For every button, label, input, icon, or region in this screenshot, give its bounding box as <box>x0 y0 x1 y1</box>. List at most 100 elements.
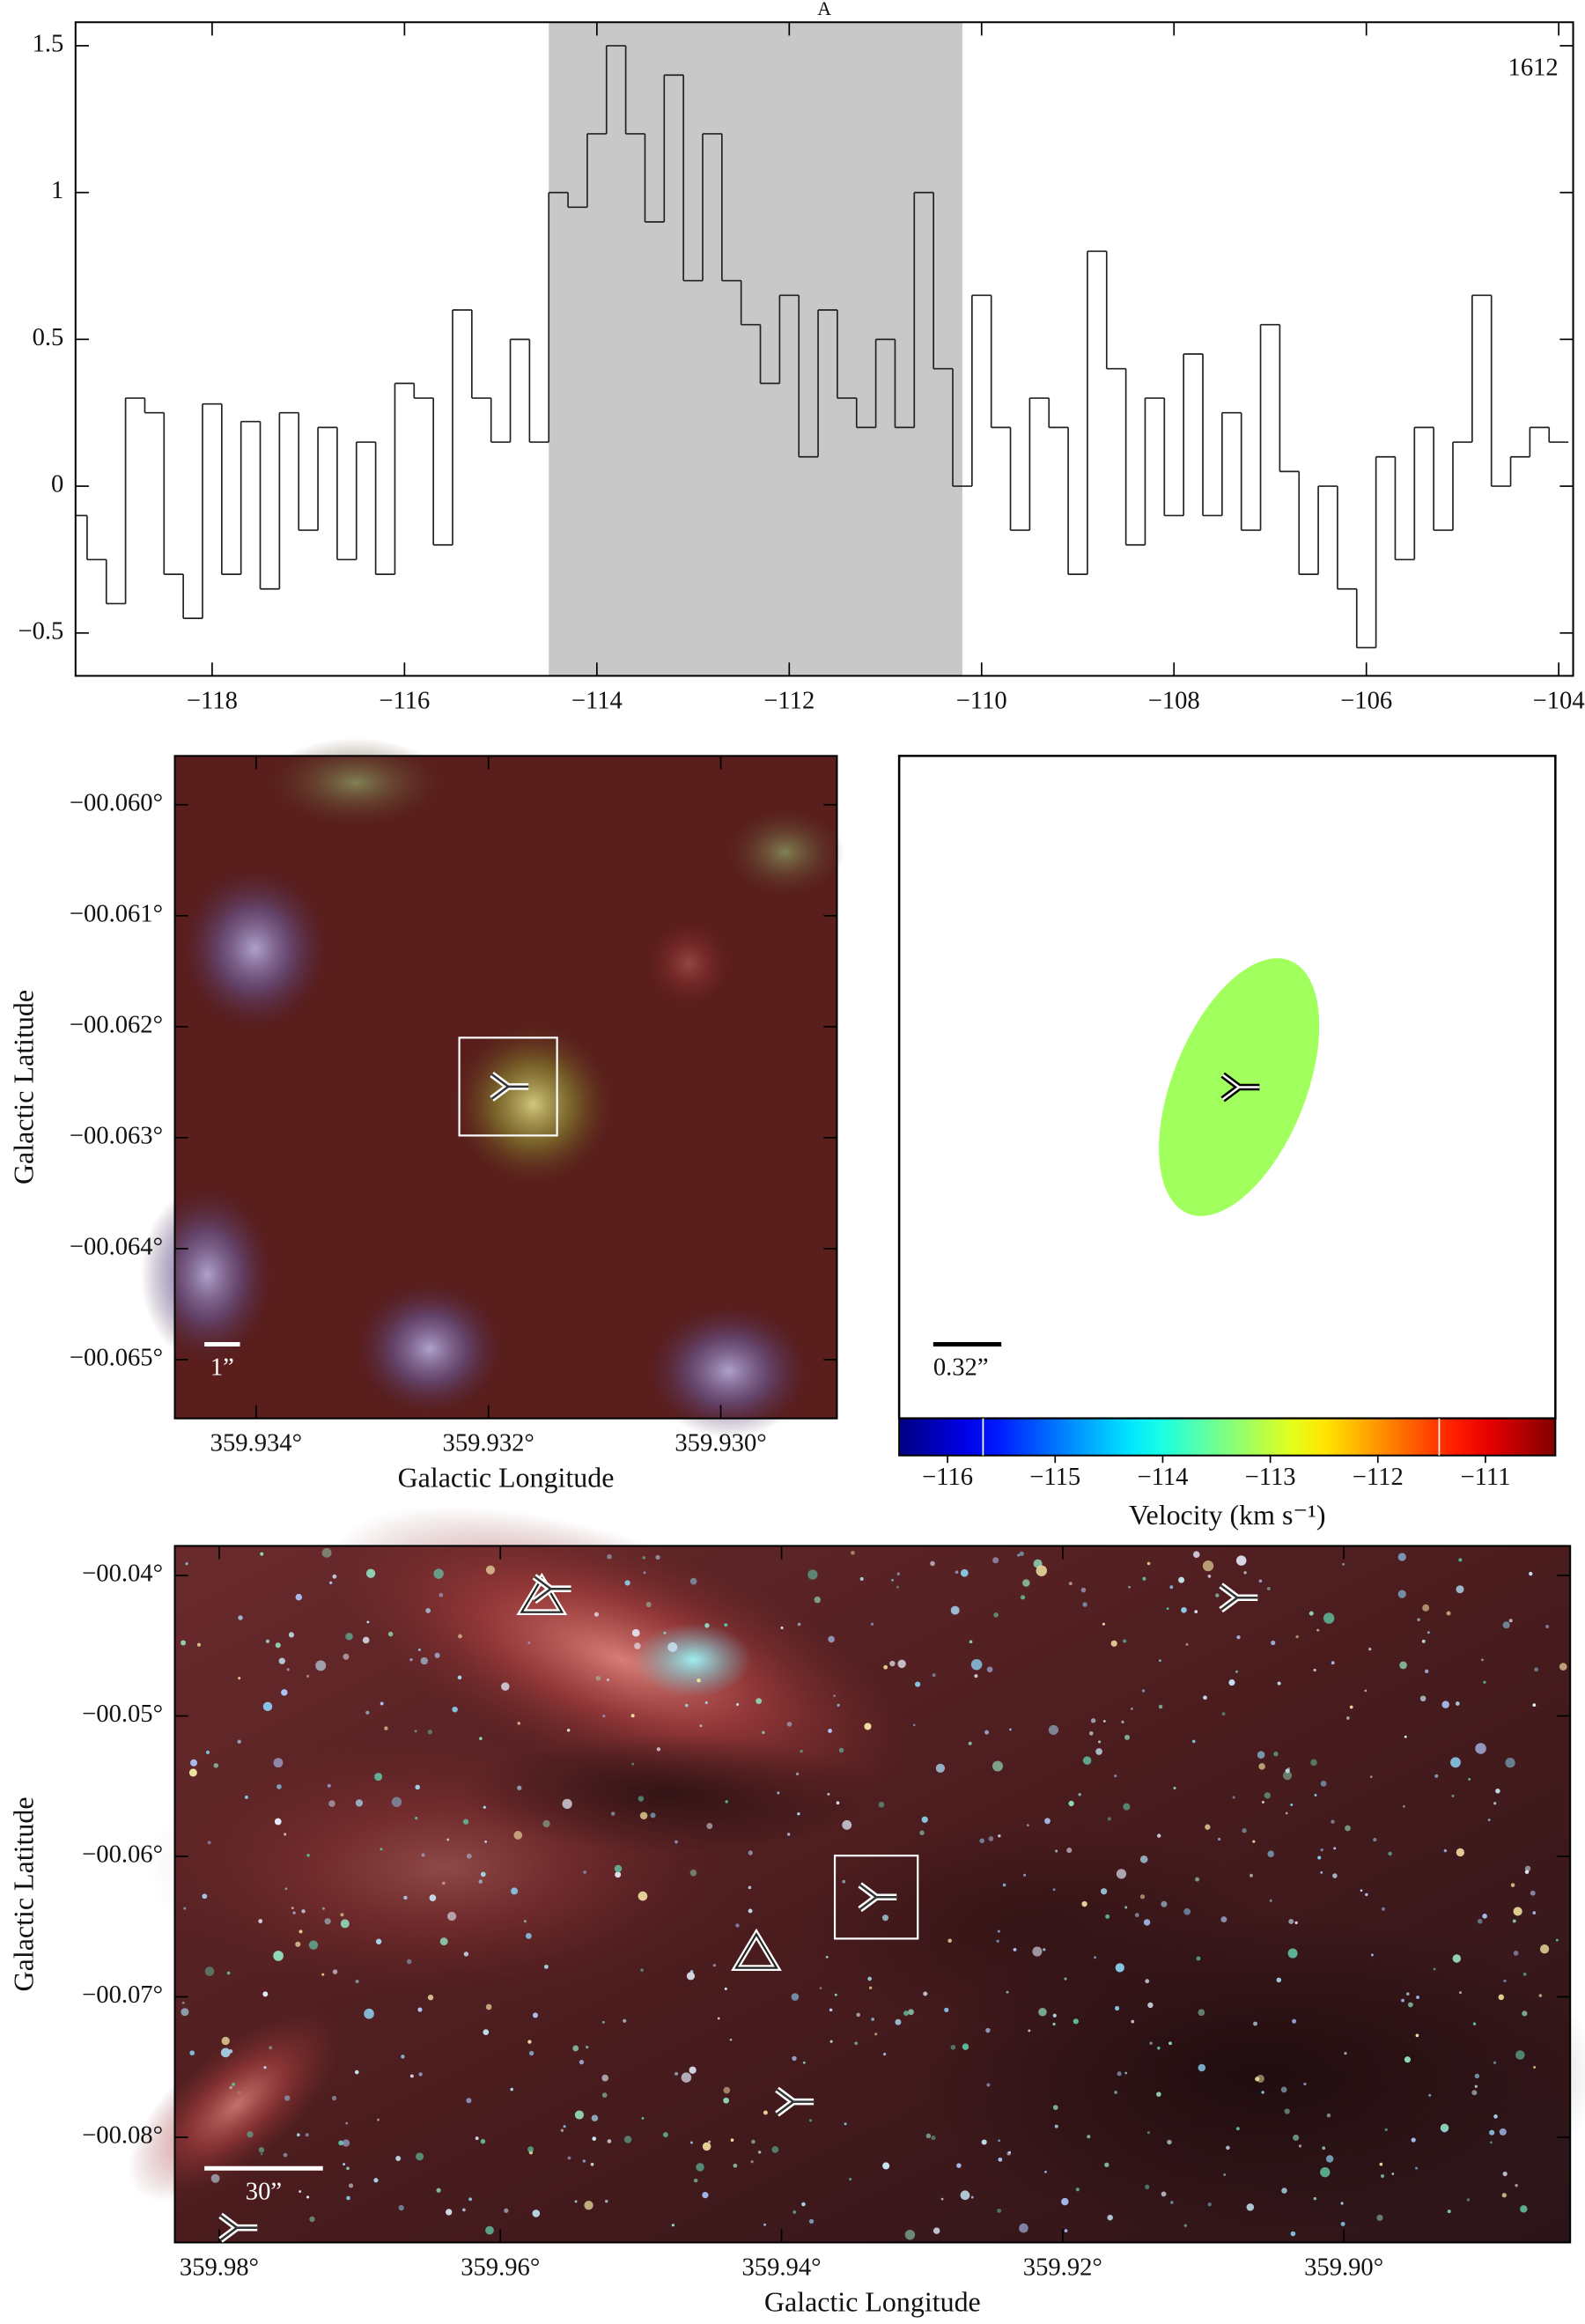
star <box>992 1557 999 1564</box>
star <box>299 2190 302 2194</box>
star <box>1376 2214 1383 2221</box>
x-tick-label: −112 <box>763 687 815 714</box>
star <box>288 1632 294 1638</box>
star <box>1298 2144 1302 2148</box>
star <box>504 2208 509 2213</box>
star <box>1038 2007 1047 2017</box>
triangle-marker <box>520 1576 564 1613</box>
star <box>1489 2141 1493 2144</box>
star <box>1028 2029 1031 2033</box>
star <box>828 1635 835 1643</box>
star <box>1475 1743 1486 1754</box>
star <box>1342 1562 1345 1566</box>
star <box>1207 2202 1212 2207</box>
star <box>1280 2086 1287 2093</box>
star <box>188 1768 197 1777</box>
star <box>1419 1695 1426 1702</box>
star <box>1402 1804 1405 1808</box>
star <box>283 2152 288 2158</box>
star <box>1273 1751 1279 1757</box>
star <box>340 1913 344 1917</box>
star <box>1017 1553 1021 1557</box>
star <box>1421 1639 1426 1643</box>
star <box>1417 1618 1420 1621</box>
star <box>202 1893 208 1900</box>
star <box>750 2160 754 2164</box>
star <box>354 2069 359 2075</box>
star <box>292 1911 296 1915</box>
x-tick-label: 359.932° <box>443 1430 534 1457</box>
star <box>478 1879 483 1884</box>
star <box>1411 2137 1416 2143</box>
star <box>837 1703 840 1707</box>
star <box>260 2152 263 2156</box>
star <box>1157 2047 1161 2050</box>
star <box>643 1571 646 1575</box>
star <box>808 2119 813 2122</box>
star <box>1055 1849 1058 1853</box>
star <box>969 1640 973 1644</box>
star <box>960 1568 969 1577</box>
y-tick-label: 1 <box>51 177 63 204</box>
marker-arm <box>1221 1073 1240 1088</box>
star <box>462 1819 469 1825</box>
star <box>871 2018 875 2021</box>
star <box>702 2191 709 2199</box>
star <box>1441 1701 1449 1708</box>
star <box>867 1976 872 1981</box>
star <box>409 2074 414 2078</box>
star <box>883 1664 888 1670</box>
star <box>777 1791 780 1795</box>
star <box>1117 2071 1122 2077</box>
star <box>1121 1720 1124 1723</box>
star <box>1277 1681 1281 1686</box>
star <box>1545 1624 1550 1628</box>
star <box>634 1642 641 1649</box>
star <box>226 1971 231 1975</box>
star <box>702 2142 711 2151</box>
star <box>1064 2229 1068 2233</box>
star <box>1134 1913 1139 1918</box>
star <box>986 2083 991 2087</box>
star <box>458 1634 462 1639</box>
star <box>1276 1977 1282 1983</box>
star <box>1218 1837 1221 1841</box>
star <box>724 1987 727 1990</box>
star <box>1391 2173 1395 2175</box>
star <box>1326 2113 1331 2118</box>
star <box>864 1723 872 1730</box>
marker-arm <box>1220 1597 1238 1612</box>
star <box>1440 2123 1449 2133</box>
star <box>883 2052 887 2056</box>
star <box>380 1848 383 1851</box>
star <box>1173 1786 1176 1789</box>
star <box>1090 1718 1096 1723</box>
scale-bar-label: 1” <box>210 1354 234 1382</box>
star <box>1331 1661 1335 1665</box>
maser-marker <box>1219 1583 1258 1613</box>
star <box>1323 1612 1335 1624</box>
maser-marker <box>858 1882 897 1913</box>
x-axis-label: Galactic Longitude <box>398 1463 615 1494</box>
star <box>1102 1622 1105 1626</box>
star <box>1236 1555 1247 1566</box>
image-background <box>128 1506 1585 2243</box>
star <box>517 1722 521 1725</box>
star <box>1559 1663 1567 1671</box>
star <box>1195 1877 1200 1882</box>
star <box>825 1955 829 1959</box>
star <box>996 1939 999 1943</box>
star <box>630 1714 635 1718</box>
star <box>1139 1856 1148 1863</box>
star <box>532 2210 541 2217</box>
marker-arm <box>490 1085 509 1100</box>
star <box>262 1991 269 1997</box>
star <box>1513 1907 1522 1916</box>
star <box>985 2027 991 2033</box>
star <box>1095 1748 1102 1755</box>
star <box>1243 1571 1247 1575</box>
star <box>1044 1818 1051 1825</box>
star <box>429 1894 437 1901</box>
star <box>842 1879 846 1884</box>
